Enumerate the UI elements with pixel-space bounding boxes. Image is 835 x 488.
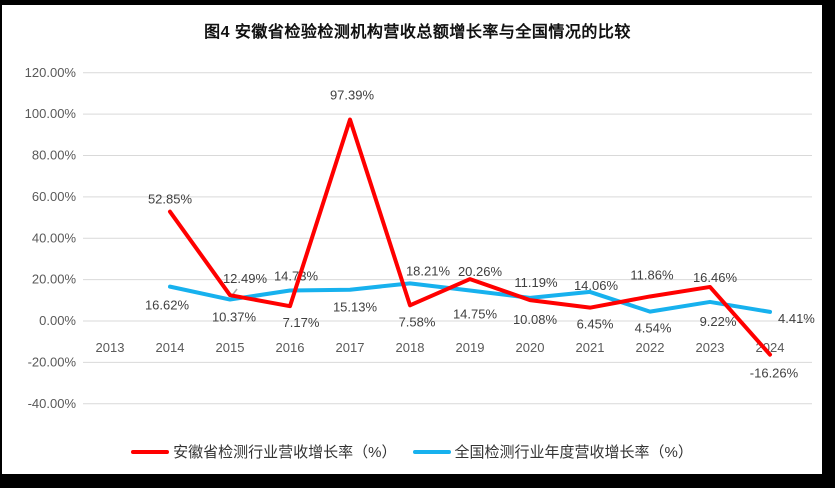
data-labels-national: 16.62% 10.37% 14.73% 15.13% 18.21% 14.75% 11.1… — [145, 263, 815, 335]
data-label: -16.26% — [750, 366, 799, 381]
frame-border-bottom — [0, 474, 835, 488]
y-tick-label: 0.00% — [39, 313, 76, 328]
data-labels-anhui: 52.85% 12.49% 7.17% 97.39% 7.58% 20.26% 10.08%… — [148, 88, 799, 381]
frame-border-right — [822, 0, 835, 488]
x-tick-label: 2020 — [516, 340, 545, 355]
series-line-anhui — [168, 117, 772, 357]
data-label: 12.49% — [223, 271, 268, 286]
data-label: 7.58% — [399, 314, 436, 329]
x-tick-label: 2016 — [276, 340, 305, 355]
data-label: 16.46% — [693, 270, 738, 285]
line-chart: 120.00% 100.00% 80.00% 60.00% 40.00% 20.00% 0.… — [25, 65, 816, 411]
x-tick-label: 2013 — [96, 340, 125, 355]
data-label: 97.39% — [330, 88, 375, 103]
legend-label-national: 全国检测行业年度营收增长率（%） — [454, 444, 693, 461]
data-label: 14.73% — [274, 269, 319, 284]
data-label: 52.85% — [148, 192, 193, 207]
data-label: 20.26% — [458, 264, 503, 279]
data-label: 14.06% — [574, 278, 619, 293]
data-label: 7.17% — [283, 315, 320, 330]
chart-legend: 安徽省检测行业营收增长率（%） 全国检测行业年度营收增长率（%） — [2, 441, 822, 462]
gridlines — [83, 72, 812, 405]
data-label: 15.13% — [333, 300, 378, 315]
national-line-swatch — [412, 449, 451, 454]
y-tick-label: 80.00% — [32, 148, 77, 163]
x-tick-label: 2014 — [156, 340, 185, 355]
anhui-line-swatch — [131, 449, 170, 454]
data-label: 11.86% — [630, 267, 674, 282]
y-tick-label: 100.00% — [25, 106, 77, 121]
legend-item-national: 全国检测行业年度营收增长率（%） — [412, 441, 693, 462]
data-label: 9.22% — [700, 314, 737, 329]
data-label: 18.21% — [406, 263, 451, 278]
data-label: 10.37% — [212, 310, 257, 325]
y-tick-label: 40.00% — [32, 230, 77, 245]
chart-title: 图4 安徽省检验检测机构营收总额增长率与全国情况的比较 — [204, 24, 631, 41]
x-tick-label: 2022 — [636, 340, 665, 355]
x-tick-label: 2021 — [576, 340, 605, 355]
frame-border-top — [0, 0, 835, 5]
y-tick-label: 20.00% — [32, 272, 77, 287]
data-label: 6.45% — [577, 317, 614, 332]
y-tick-label: 60.00% — [32, 189, 77, 204]
data-label: 16.62% — [145, 298, 190, 313]
y-tick-label: -20.00% — [28, 354, 77, 369]
series-line-national — [168, 281, 772, 314]
y-axis-labels: 120.00% 100.00% 80.00% 60.00% 40.00% 20.00% 0.… — [25, 65, 77, 411]
data-label: 4.54% — [635, 321, 672, 336]
data-label: 14.75% — [453, 306, 498, 321]
frame-border-left — [0, 0, 2, 488]
x-tick-label: 2023 — [696, 340, 725, 355]
data-label: 10.08% — [513, 312, 558, 327]
x-tick-label: 2019 — [456, 340, 485, 355]
legend-item-anhui: 安徽省检测行业营收增长率（%） — [131, 441, 397, 462]
y-tick-label: 120.00% — [25, 65, 77, 80]
data-label: 4.41% — [778, 311, 815, 326]
legend-label-anhui: 安徽省检测行业营收增长率（%） — [173, 444, 397, 461]
y-tick-label: -40.00% — [28, 396, 77, 411]
data-label: 11.19% — [514, 275, 558, 290]
x-axis-labels: 2013 2014 2015 2016 2017 2018 2019 2020 2021 2022… — [96, 340, 785, 355]
x-tick-label: 2017 — [336, 340, 365, 355]
x-tick-label: 2015 — [216, 340, 245, 355]
x-tick-label: 2018 — [396, 340, 425, 355]
